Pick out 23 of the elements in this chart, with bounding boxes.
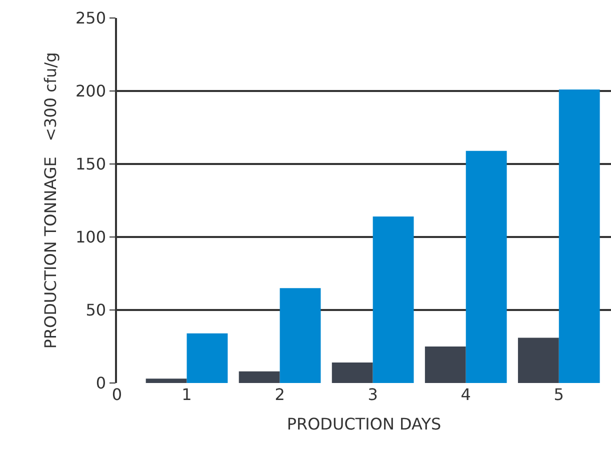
bar [518,338,559,383]
x-tick-label: 0 [112,385,122,404]
y-tick-label: 150 [76,154,106,174]
bar [466,150,507,383]
bar [146,378,187,383]
x-tick-label: 2 [274,385,285,404]
x-tick-label: 1 [182,385,192,404]
y-axis-title: PRODUCTION TONNAGE <300 cfu/g [40,52,60,349]
bar [238,371,280,383]
bar [280,288,321,383]
x-axis-title: PRODUCTION DAYS [286,414,442,434]
y-tick-label: 100 [76,228,106,247]
x-tick-label: 4 [460,385,471,404]
bar [332,362,373,383]
x-tick-label: 5 [554,385,564,404]
bar [558,90,600,383]
y-tick-label: 50 [86,300,106,320]
x-tick-label: 3 [368,385,378,404]
bar [186,333,228,383]
bar [424,346,466,383]
y-tick-label: 200 [76,82,106,101]
bar [372,216,414,383]
y-tick-label: 250 [76,8,106,28]
